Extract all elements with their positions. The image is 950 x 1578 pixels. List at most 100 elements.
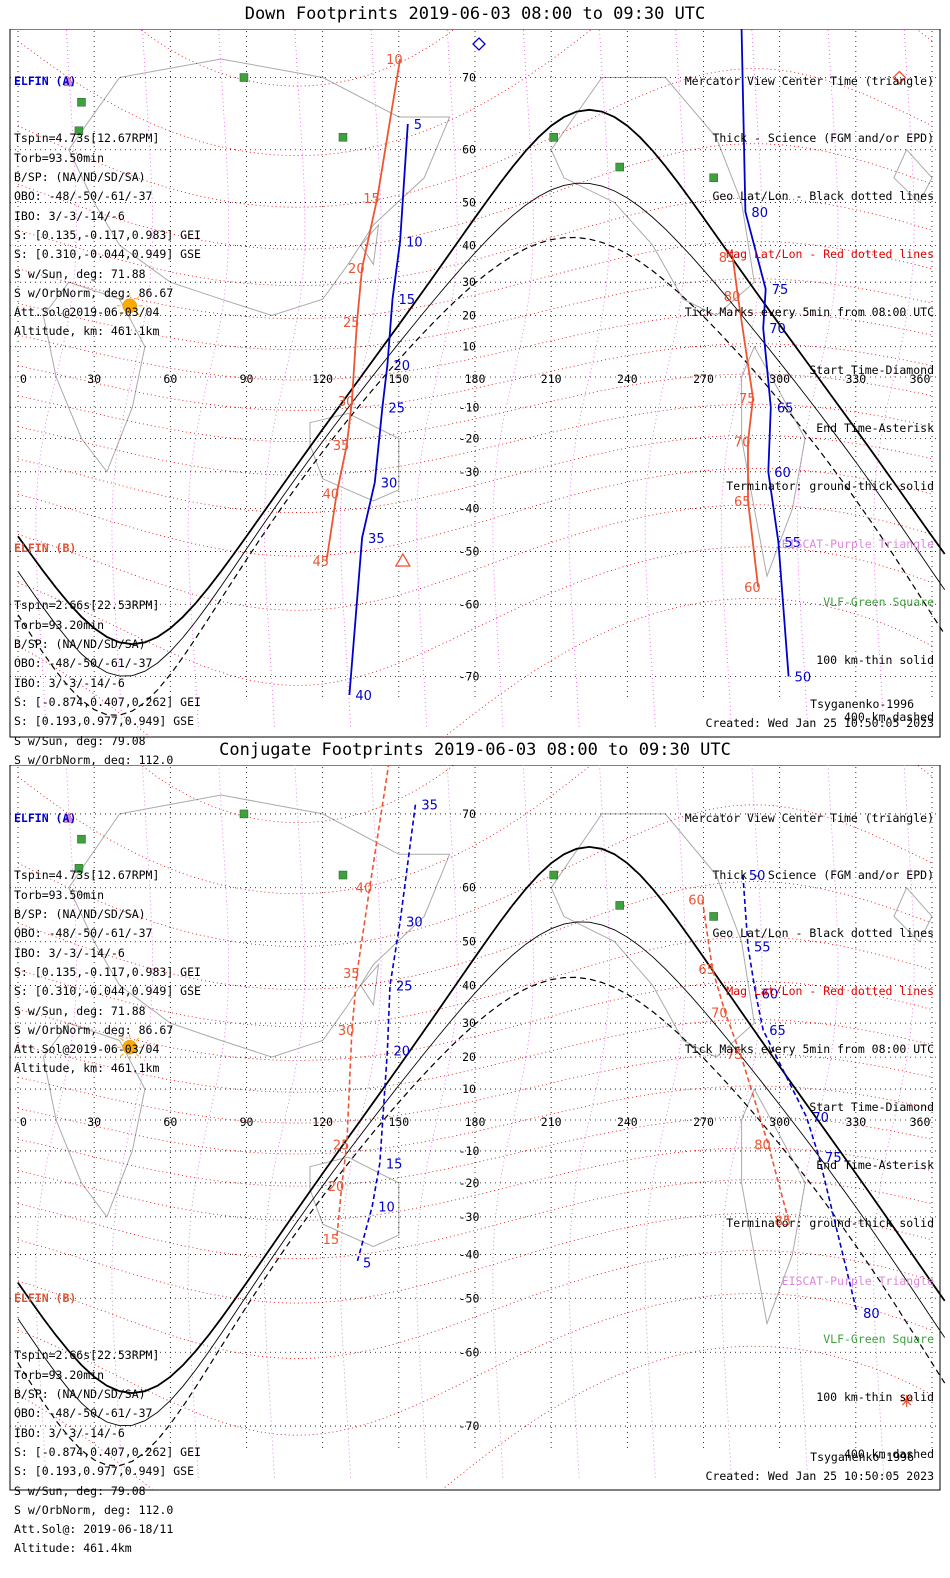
info-line: Altitude, km: 461.1km	[14, 324, 160, 339]
elfin-b-time-label: 65	[698, 963, 715, 978]
legend-line: Start Time-Diamond	[809, 1100, 934, 1115]
vlf-station-marker	[615, 901, 624, 910]
elfin-b-time-label: 40	[356, 882, 373, 897]
info-line: S: [0.310,-0.044,0.949] GSE	[14, 247, 201, 262]
info-line: S: [0.135,-0.117,0.983] GEI	[14, 964, 201, 979]
lat-tick-label: 20	[462, 308, 476, 322]
legend-line: 400 km-dashed	[843, 1447, 934, 1462]
mag-longitude-line	[796, 29, 839, 727]
lon-tick-label: 0	[20, 372, 27, 386]
elfin-b-time-label: 85	[719, 251, 736, 266]
elfin-b-time-label: 35	[343, 967, 360, 982]
mag-longitude-line	[339, 765, 382, 1478]
elfin-a-time-label: 35	[421, 799, 438, 814]
mag-latitude-line	[17, 881, 933, 990]
elfin-b-time-label: 80	[724, 290, 741, 305]
elfin-b-time-label: 75	[739, 392, 756, 407]
mag-latitude-line	[17, 1116, 933, 1187]
geo-grid	[10, 767, 940, 1451]
lat-tick-label: 30	[462, 275, 476, 289]
elfin-a-time-label: 10	[406, 235, 423, 250]
elfin-b-time-label: 20	[328, 1180, 345, 1195]
info-line: S w/Sun, deg: 71.88	[14, 1003, 146, 1018]
elfin-a-time-label: 5	[414, 118, 422, 133]
elfin-b-time-label: 10	[386, 53, 403, 68]
mag-latitude-line	[17, 597, 933, 738]
mag-latitude-line	[17, 804, 933, 947]
lon-tick-label: 210	[541, 372, 562, 386]
lat-tick-label: 70	[462, 71, 476, 85]
legend-line: EISCAT-Purple Triangle	[781, 1273, 934, 1288]
info-line: S w/OrbNorm, deg: 86.67	[14, 285, 174, 300]
elfin-a-footprint-trace	[742, 874, 858, 1314]
legend-line: VLF-Green Square	[823, 594, 934, 609]
lat-tick-label: 70	[462, 807, 476, 821]
info-line: B/SP: (NA/ND/SD/SA)	[14, 1387, 146, 1402]
eiscat-marker	[63, 76, 75, 87]
lat-tick-label: 10	[462, 340, 476, 354]
elfin-b-time-label: 40	[323, 487, 340, 502]
map-conj: 0 30 60 90 120 150 180 210 240 270 300 330 360 70 60 50…	[9, 765, 946, 1491]
lon-tick-label: 360	[910, 1115, 931, 1129]
coastline-shape	[42, 281, 146, 473]
vlf-station-marker	[74, 864, 84, 873]
mag-longitude-line	[111, 29, 154, 727]
info-line: B/SP: (NA/ND/SD/SA)	[14, 170, 146, 185]
legend-line: Terminator: ground-thick solid	[726, 478, 934, 493]
elfin-a-time-label: 25	[388, 401, 405, 416]
elfin-a-time-label: 30	[406, 916, 423, 931]
vlf-station-marker	[709, 912, 718, 921]
legend-line: VLF-Green Square	[823, 1331, 934, 1346]
mag-latitude-line	[17, 68, 933, 208]
info-line: Torb=93.50min	[14, 150, 105, 165]
elfin-a-time-label: 70	[769, 322, 786, 337]
lat-tick-label: -10	[459, 1144, 480, 1158]
info-line: Altitude, km: 461.1km	[14, 1061, 160, 1076]
info-line: Att.Sol@2019-06-03/04	[14, 305, 160, 320]
elfin-a-time-label: 65	[769, 1024, 786, 1039]
coastlines	[42, 58, 933, 579]
vlf-station-marker	[549, 870, 558, 880]
elfin-a-time-label: 70	[812, 1111, 829, 1126]
info-line: Torb=93.20min	[14, 1367, 105, 1382]
elfin-a-time-label: 50	[795, 670, 812, 685]
lon-tick-label: 0	[20, 1115, 27, 1129]
terminator-100km	[17, 182, 946, 677]
mag-latitude-line	[17, 1345, 933, 1491]
coastline-shape	[741, 1087, 806, 1326]
start-time-diamond	[472, 37, 486, 51]
created-label-conj: Created: Wed Jan 25 10:50:05 2023	[705, 1469, 934, 1483]
map-down: 0 30 60 90 120 150 180 210 240 270 300 330 360 70 60 50…	[9, 29, 946, 738]
legend-line: Tick Marks every 5min from 08:00 UTC	[684, 305, 934, 320]
lon-tick-label: 360	[910, 372, 931, 386]
lon-tick-label: 60	[163, 1115, 177, 1129]
elfin-b-time-label: 30	[338, 395, 355, 410]
mag-longitude-line	[263, 765, 306, 1478]
lon-tick-label: 180	[465, 372, 486, 386]
end-time-asterisk	[900, 1394, 913, 1407]
legend-line: Mag Lat/Lon - Red dotted lines	[726, 247, 934, 262]
mag-grid	[17, 765, 933, 1491]
elfin-a-time-label: 50	[749, 869, 766, 884]
mag-longitude-line	[187, 29, 230, 727]
elfin-b-time-label: 60	[744, 581, 761, 596]
elfin-b-footprint-trace	[325, 58, 401, 562]
elfin-a-time-label: 55	[784, 536, 801, 551]
start-time-diamond	[892, 70, 907, 85]
mag-longitude-line	[568, 29, 611, 727]
mag-latitude-line	[17, 468, 933, 557]
sun-icon	[116, 1034, 143, 1061]
elfin-a-footprint-trace	[740, 29, 790, 677]
lat-tick-label: 60	[462, 881, 476, 895]
elfin-b-time-label: 25	[333, 1139, 350, 1154]
coastline-shape	[360, 962, 380, 1007]
lat-tick-label: -70	[459, 1419, 480, 1433]
lon-tick-label: 120	[312, 372, 333, 386]
coastline-shape	[309, 1156, 400, 1248]
mag-longitude-line	[111, 765, 154, 1478]
sun-icon	[116, 292, 143, 319]
coastline-shape	[42, 1022, 146, 1218]
info-line: S w/OrbNorm, deg: 86.67	[14, 1022, 174, 1037]
info-line: Tspin=2.66s[22.53RPM]	[14, 1348, 160, 1363]
elfin-a-time-label: 35	[368, 532, 385, 547]
